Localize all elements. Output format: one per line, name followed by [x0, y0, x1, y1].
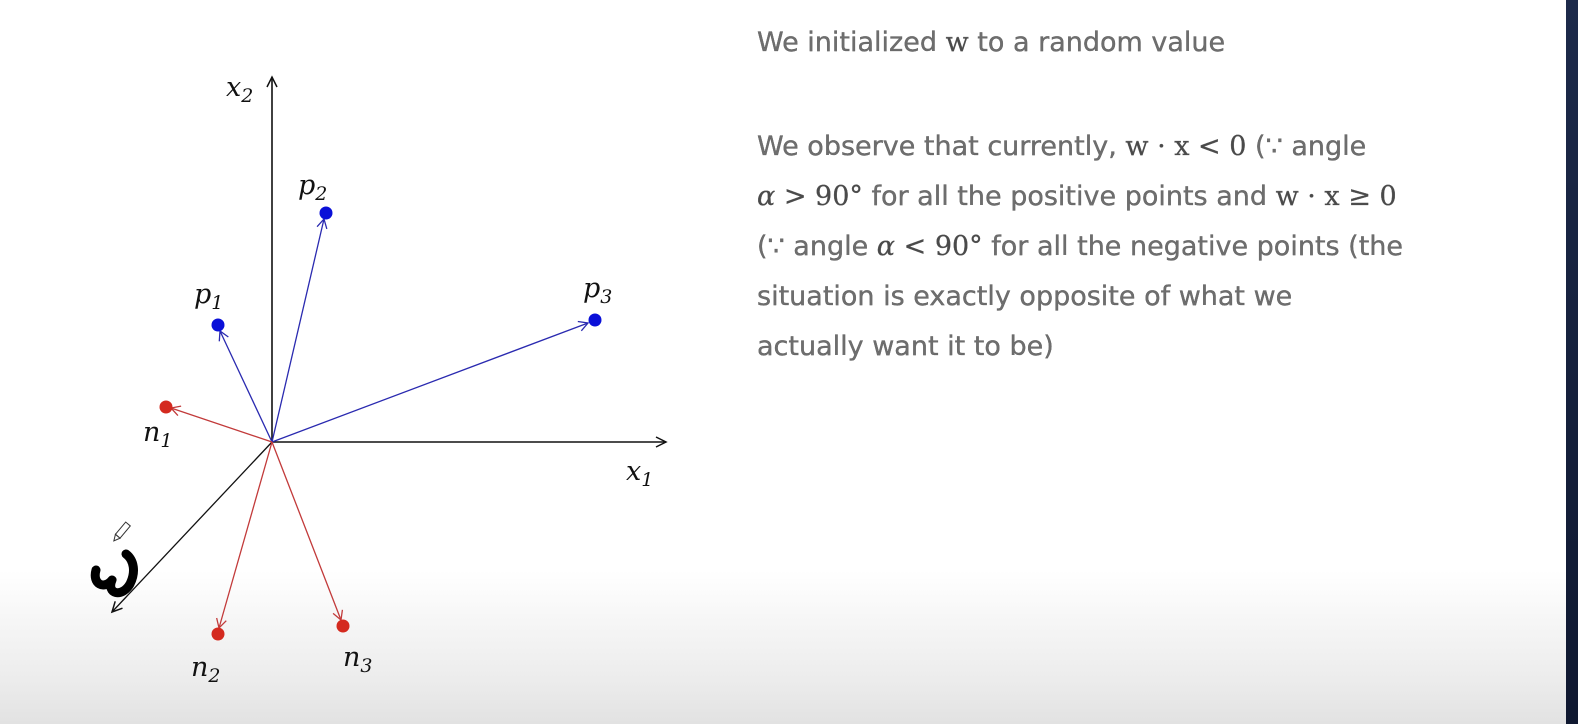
p2-vector — [271, 217, 328, 443]
observation-line-5: actually want it to be) — [757, 331, 1054, 362]
label-p1: p1 — [194, 279, 223, 314]
x2-axis-label: x2 — [226, 72, 253, 107]
label-p3: p3 — [583, 273, 612, 308]
n1-vector — [169, 405, 273, 443]
point-p3 — [588, 313, 602, 327]
observation-line-1: We observe that currently, w · x < 0 (∵ … — [757, 131, 1367, 162]
p3-vector — [271, 320, 590, 443]
p1-vector — [218, 329, 273, 443]
vector-diagram: x2 x1 p1 p2 p3 n1 n2 n3 — [90, 72, 668, 687]
point-n1 — [159, 400, 173, 414]
label-n2: n2 — [191, 652, 220, 687]
window-edge — [1566, 0, 1578, 724]
observation-line-2: α > 90° for all the positive points and … — [757, 181, 1397, 212]
handwritten-w-label — [90, 549, 138, 598]
point-n3 — [336, 619, 350, 633]
label-n3: n3 — [343, 642, 372, 677]
point-n2 — [211, 627, 225, 641]
n2-vector — [216, 441, 273, 630]
x1-axis-label: x1 — [626, 456, 653, 491]
intro-line: We initialized w to a random value — [757, 27, 1226, 58]
observation-line-3: (∵ angle α < 90° for all the negative po… — [757, 231, 1404, 262]
point-p2 — [319, 206, 333, 220]
w-vector — [110, 441, 273, 614]
explanation-text: We initialized w to a random value We ob… — [757, 18, 1537, 372]
observation-line-4: situation is exactly opposite of what we — [757, 281, 1293, 312]
pencil-cursor-icon — [113, 521, 132, 542]
n3-vector — [271, 441, 344, 622]
label-n1: n1 — [143, 417, 172, 452]
point-p1 — [211, 318, 225, 332]
label-p2: p2 — [298, 170, 327, 205]
